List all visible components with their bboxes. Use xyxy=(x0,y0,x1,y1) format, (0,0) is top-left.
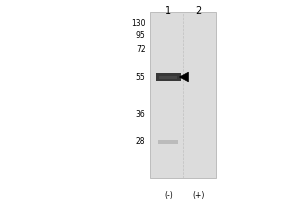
Text: (+): (+) xyxy=(192,191,205,200)
Text: 55: 55 xyxy=(136,72,146,82)
Text: 1: 1 xyxy=(165,6,171,16)
Bar xyxy=(150,12,216,178)
Text: 2: 2 xyxy=(195,6,201,16)
Bar xyxy=(159,76,177,79)
Text: 36: 36 xyxy=(136,110,146,119)
Text: 28: 28 xyxy=(136,138,146,146)
Bar xyxy=(156,73,181,81)
Text: (-): (-) xyxy=(164,191,173,200)
Text: 72: 72 xyxy=(136,45,146,53)
Bar xyxy=(158,140,178,144)
Text: 130: 130 xyxy=(131,19,146,27)
Text: 95: 95 xyxy=(136,30,146,40)
Polygon shape xyxy=(179,72,188,82)
